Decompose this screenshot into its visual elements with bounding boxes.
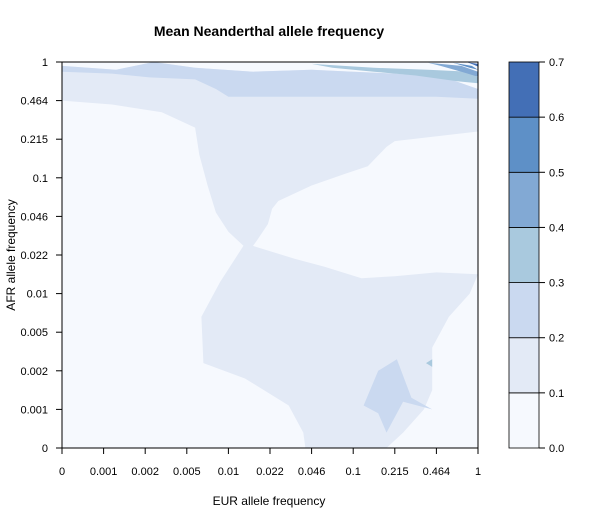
colorbar-label: 0.3 <box>549 278 564 290</box>
colorbar-swatch <box>508 61 540 118</box>
contour-region <box>311 63 478 84</box>
y-axis-label: AFR allele frequency <box>4 199 18 310</box>
x-tick-label: 0.046 <box>298 466 326 478</box>
y-axis: 0 0.001 0.002 0.005 0.01 0.022 0.046 0.1 0.215 0.… <box>20 57 62 455</box>
x-tick-label: 0.215 <box>381 466 409 478</box>
x-axis: 0 0.001 0.002 0.005 0.01 0.022 0.046 0.1 0.215 0.… <box>59 448 481 478</box>
y-tick-label: 0.005 <box>20 327 48 339</box>
x-tick-label: 0.464 <box>423 466 451 478</box>
contour-region <box>62 62 478 99</box>
x-tick-label: 0.022 <box>256 466 284 478</box>
y-tick-label: 1 <box>42 57 48 69</box>
contour-region <box>426 359 433 367</box>
y-tick-label: 0.002 <box>20 366 48 378</box>
chart-title: Mean Neanderthal allele frequency <box>154 23 385 39</box>
x-tick-label: 0.005 <box>173 466 201 478</box>
colorbar-swatch <box>508 392 540 449</box>
colorbar-swatch <box>508 171 540 228</box>
colorbar-label: 0.7 <box>549 57 564 69</box>
colorbar: 0.0 0.1 0.2 0.3 0.4 0.5 0.6 0.7 <box>508 57 564 455</box>
colorbar-swatch <box>508 227 540 283</box>
x-tick-label: 0.001 <box>90 466 118 478</box>
contour-region <box>467 62 478 67</box>
plot-area <box>62 62 478 448</box>
contour-region <box>363 359 433 433</box>
colorbar-label: 0.1 <box>549 388 564 400</box>
colorbar-label: 0.4 <box>549 222 564 234</box>
x-tick-label: 0.1 <box>346 466 361 478</box>
colorbar-swatch <box>508 116 540 173</box>
colorbar-swatch <box>508 337 540 394</box>
x-tick-label: 0 <box>59 466 65 478</box>
y-tick-label: 0.1 <box>33 173 48 185</box>
x-tick-label: 0.01 <box>218 466 239 478</box>
colorbar-label: 0.2 <box>549 333 564 345</box>
x-axis-label: EUR allele frequency <box>213 494 326 508</box>
contour-region <box>62 62 478 252</box>
x-tick-label: 0.002 <box>131 466 159 478</box>
colorbar-swatch <box>508 282 540 339</box>
y-tick-label: 0.215 <box>20 134 48 146</box>
y-tick-label: 0.464 <box>20 96 48 108</box>
y-tick-label: 0.046 <box>20 211 48 223</box>
colorbar-label: 0.5 <box>549 167 564 179</box>
colorbar-label: 0.6 <box>549 112 564 124</box>
y-tick-label: 0.01 <box>27 289 48 301</box>
contour-region <box>428 62 478 77</box>
y-tick-label: 0.022 <box>20 250 48 262</box>
y-tick-label: 0.001 <box>20 404 48 416</box>
contour-region <box>453 62 478 70</box>
colorbar-label: 0.0 <box>549 443 564 455</box>
x-tick-label: 1 <box>475 466 481 478</box>
y-tick-label: 0 <box>42 443 48 455</box>
